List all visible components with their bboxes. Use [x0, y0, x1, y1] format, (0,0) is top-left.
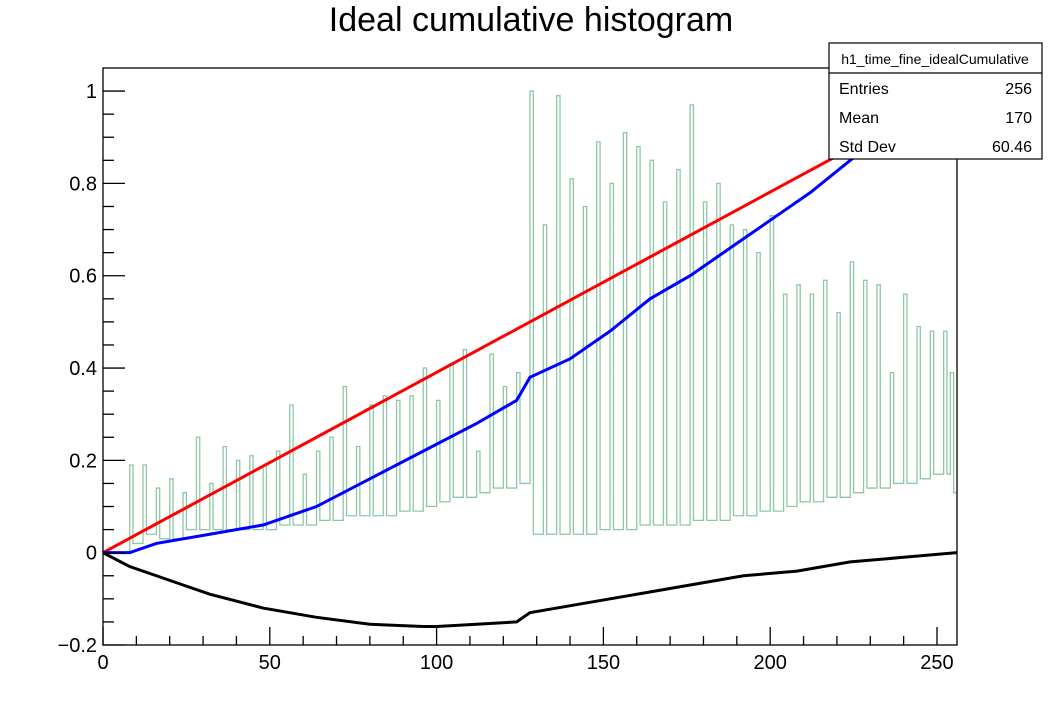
x-tick-label: 100 [420, 652, 453, 674]
chart-title: Ideal cumulative histogram [329, 1, 733, 39]
plot-frame [102, 67, 958, 646]
y-tick-label: −0.2 [58, 635, 97, 657]
stats-label-stddev: Std Dev [839, 139, 896, 156]
y-tick-label: 1 [86, 81, 97, 103]
x-tick-label: 150 [587, 652, 620, 674]
y-tick-label: 0.4 [69, 358, 97, 380]
series-red-cumulative [102, 89, 958, 554]
stats-value-stddev: 60.46 [992, 139, 1032, 156]
x-tick-label: 0 [97, 652, 108, 674]
series-blue-cumulative [103, 89, 958, 555]
x-tick-label: 200 [754, 652, 787, 674]
stats-box-name: h1_time_fine_idealCumulative [841, 51, 1029, 67]
series-group [102, 89, 958, 629]
y-tick-label: 0.8 [69, 173, 97, 195]
stats-label-entries: Entries [839, 81, 889, 98]
x-tick-label: 50 [259, 652, 281, 674]
stats-value-mean: 170 [1005, 110, 1032, 127]
stats-box: h1_time_fine_idealCumulative Entries 256… [828, 42, 1043, 160]
stats-label-mean: Mean [839, 110, 879, 127]
y-tick-label: 0 [86, 543, 97, 565]
y-tick-label: 0.6 [69, 266, 97, 288]
stats-box-frame [828, 42, 1043, 160]
axes-group: 0 50 100 150 200 250−0.200.20.40.60.81 [58, 81, 954, 674]
x-tick-label: 250 [920, 652, 953, 674]
stats-value-entries: 256 [1005, 81, 1032, 98]
series-black-difference [102, 551, 958, 629]
y-tick-label: 0.2 [69, 450, 97, 472]
